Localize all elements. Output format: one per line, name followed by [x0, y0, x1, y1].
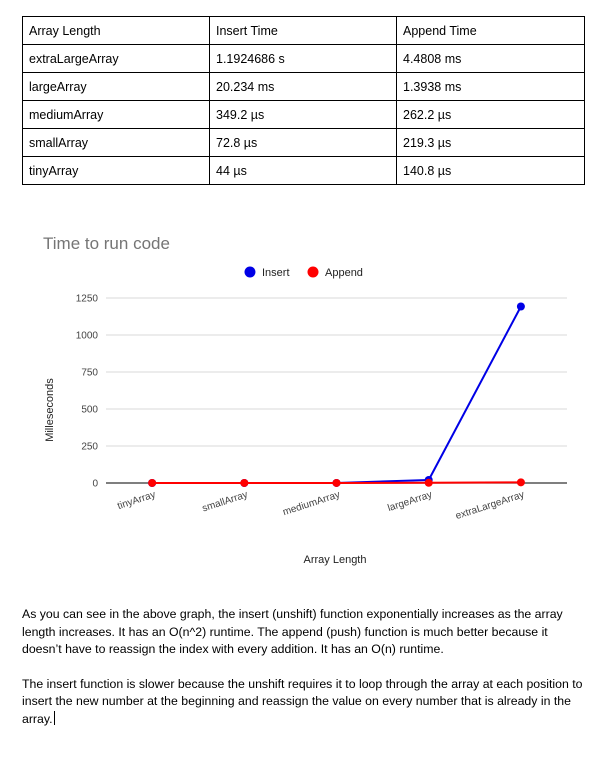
x-tick-label: extraLargeArray [454, 489, 526, 522]
data-point-append [148, 478, 157, 487]
data-point-append [240, 478, 249, 487]
table-row: tinyArray 44 µs 140.8 µs [22, 156, 585, 185]
table-cell: mediumArray [22, 100, 210, 129]
data-point-append [424, 478, 433, 487]
data-point-append [516, 478, 525, 487]
x-tick-label: mediumArray [281, 489, 341, 518]
table-header-cell: Insert Time [209, 16, 397, 45]
table-cell: 20.234 ms [209, 72, 397, 101]
chart-title: Time to run code [43, 234, 170, 253]
y-axis-ticks: 0 250 500 750 1000 1250 [76, 294, 99, 490]
table-row: mediumArray 349.2 µs 262.2 µs [22, 100, 585, 129]
y-axis-title: Milleseconds [44, 378, 56, 442]
data-point-append [332, 478, 341, 487]
table-cell: 4.4808 ms [396, 44, 585, 73]
paragraph-2: The insert function is slower because th… [22, 676, 587, 729]
chart-legend: Insert Append [244, 266, 363, 279]
y-tick-label: 1000 [76, 331, 99, 342]
table-cell: 72.8 µs [209, 128, 397, 157]
series-line-insert [152, 306, 522, 484]
y-tick-label: 0 [92, 479, 98, 490]
timing-table-body: Array Length Insert Time Append Time extraL… [22, 16, 585, 185]
chart-series [148, 302, 525, 487]
data-point-insert [516, 302, 525, 311]
paragraph-1: As you can see in the above graph, the i… [22, 607, 563, 656]
legend-label-insert: Insert [262, 267, 290, 279]
table-cell: smallArray [22, 128, 210, 157]
table-row: smallArray 72.8 µs 219.3 µs [22, 128, 585, 157]
table-header-row: Array Length Insert Time Append Time [22, 16, 585, 45]
x-axis-title: Array Length [304, 554, 367, 566]
text-cursor [53, 710, 55, 725]
table-row: extraLargeArray 1.1924686 s 4.4808 ms [22, 44, 585, 73]
table-cell: 140.8 µs [396, 156, 585, 185]
y-tick-label: 1250 [76, 294, 99, 305]
table-cell: extraLargeArray [22, 44, 210, 73]
table-cell: 1.3938 ms [396, 72, 585, 101]
table-cell: 1.1924686 s [209, 44, 397, 73]
y-tick-label: 500 [81, 405, 98, 416]
table-cell: 349.2 µs [209, 100, 397, 129]
legend-label-append: Append [325, 267, 363, 279]
table-row: largeArray 20.234 ms 1.3938 ms [22, 72, 585, 101]
table-cell: 44 µs [209, 156, 397, 185]
timing-table: Array Length Insert Time Append Time extraL… [22, 16, 585, 185]
x-tick-label: tinyArray [116, 489, 157, 512]
legend-marker-append [307, 266, 319, 278]
legend-marker-insert [244, 266, 256, 278]
y-tick-label: 750 [81, 368, 98, 379]
x-axis-ticks: tinyArray smallArray mediumArray largeArray… [116, 489, 526, 522]
table-header-cell: Array Length [22, 16, 210, 45]
chart-grid [106, 297, 567, 484]
table-header-cell: Append Time [396, 16, 585, 45]
table-cell: 262.2 µs [396, 100, 585, 129]
table-cell: largeArray [22, 72, 210, 101]
table-cell: tinyArray [22, 156, 210, 185]
time-chart: Time to run code Insert Append 0 250 500 750… [43, 234, 567, 566]
x-tick-label: largeArray [386, 489, 433, 514]
explanation-text[interactable]: As you can see in the above graph, the i… [22, 606, 587, 745]
y-tick-label: 250 [81, 442, 98, 453]
table-cell: 219.3 µs [396, 128, 585, 157]
paragraph-2-text: The insert function is slower because th… [22, 676, 583, 726]
x-tick-label: smallArray [201, 489, 249, 514]
